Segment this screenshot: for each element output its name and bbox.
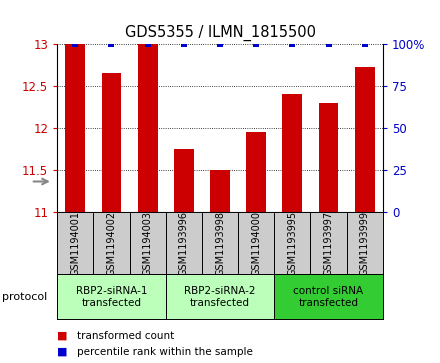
Text: GSM1194002: GSM1194002 xyxy=(106,211,117,276)
Text: RBP2-siRNA-1
transfected: RBP2-siRNA-1 transfected xyxy=(76,286,147,307)
Bar xyxy=(274,274,383,319)
Text: GSM1194001: GSM1194001 xyxy=(70,211,80,276)
Bar xyxy=(355,67,375,212)
Bar xyxy=(246,132,266,212)
Point xyxy=(216,41,224,46)
Bar xyxy=(166,274,274,319)
Point xyxy=(361,41,368,46)
Text: GSM1193995: GSM1193995 xyxy=(287,211,297,276)
Bar xyxy=(174,149,194,212)
Text: GSM1194000: GSM1194000 xyxy=(251,211,261,276)
Bar xyxy=(319,103,338,212)
Bar xyxy=(138,44,158,212)
Bar xyxy=(66,44,85,212)
Text: GSM1193997: GSM1193997 xyxy=(323,211,334,276)
Bar xyxy=(102,73,121,212)
Point xyxy=(108,41,115,46)
Text: GSM1193998: GSM1193998 xyxy=(215,211,225,276)
Text: GSM1194003: GSM1194003 xyxy=(143,211,153,276)
Text: transformed count: transformed count xyxy=(77,331,174,341)
Point xyxy=(253,41,260,46)
Bar xyxy=(282,94,302,212)
Point xyxy=(144,41,151,46)
Text: protocol: protocol xyxy=(2,292,48,302)
Point xyxy=(180,41,187,46)
Text: ■: ■ xyxy=(57,331,68,341)
Bar xyxy=(57,274,166,319)
Text: RBP2-siRNA-2
transfected: RBP2-siRNA-2 transfected xyxy=(184,286,256,307)
Point xyxy=(325,41,332,46)
Title: GDS5355 / ILMN_1815500: GDS5355 / ILMN_1815500 xyxy=(125,25,315,41)
Text: GSM1193996: GSM1193996 xyxy=(179,211,189,276)
Text: percentile rank within the sample: percentile rank within the sample xyxy=(77,347,253,357)
Point xyxy=(289,41,296,46)
Bar xyxy=(210,170,230,212)
Point xyxy=(72,41,79,46)
Text: GSM1193999: GSM1193999 xyxy=(360,211,370,276)
Text: control siRNA
transfected: control siRNA transfected xyxy=(293,286,363,307)
Text: ■: ■ xyxy=(57,347,68,357)
